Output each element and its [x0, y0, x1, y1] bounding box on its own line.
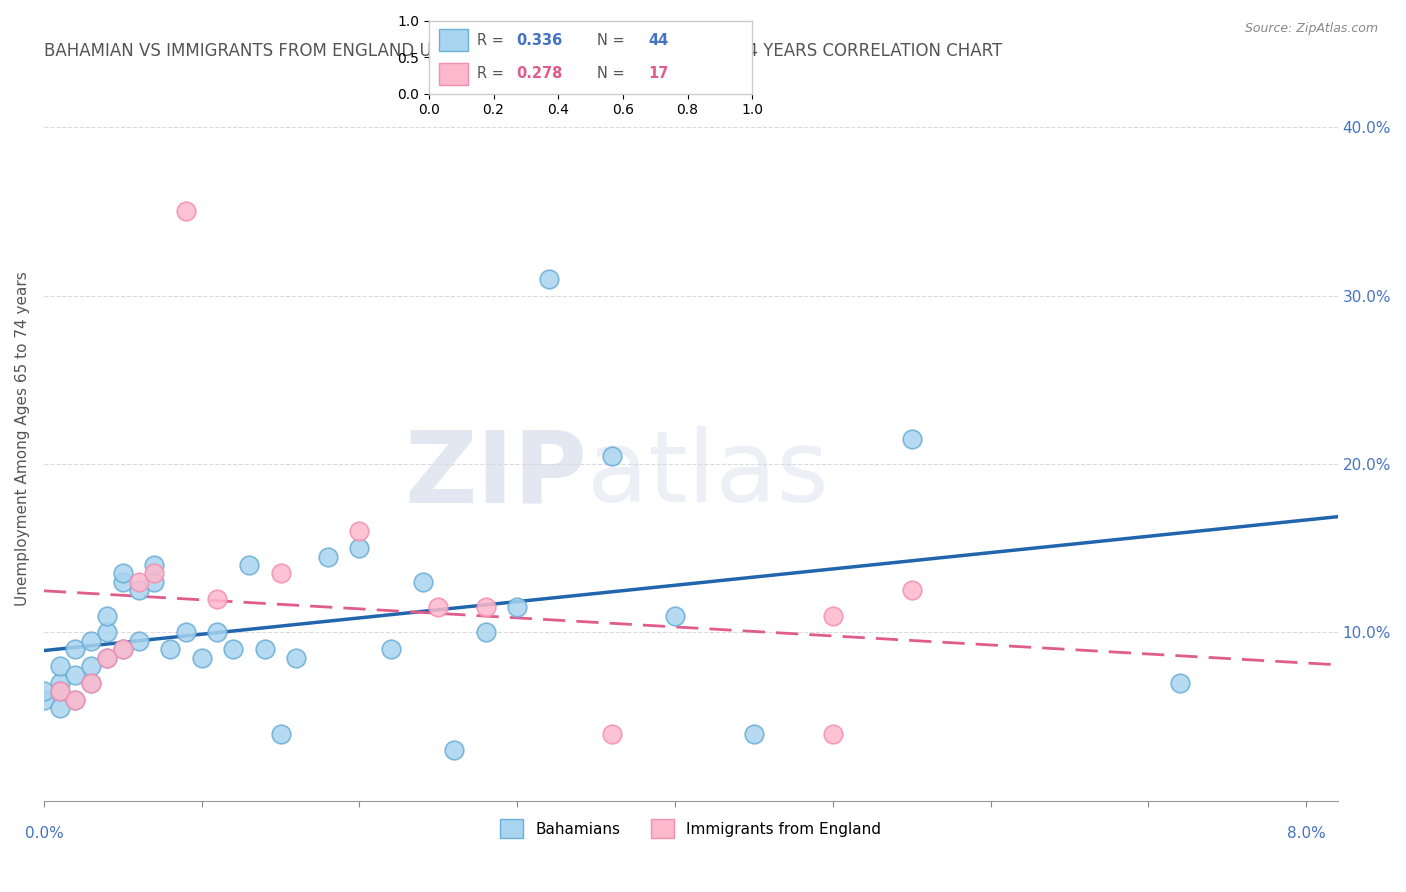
Point — [96, 625, 118, 640]
Point — [65, 667, 87, 681]
Point — [270, 566, 292, 581]
Point — [600, 726, 623, 740]
Point — [80, 676, 103, 690]
Point — [900, 432, 922, 446]
Point — [80, 676, 103, 690]
Bar — [439, 29, 468, 51]
Point — [207, 591, 229, 606]
Text: Source: ZipAtlas.com: Source: ZipAtlas.com — [1244, 22, 1378, 36]
Point — [285, 650, 308, 665]
Point — [143, 566, 166, 581]
Legend: Bahamians, Immigrants from England: Bahamians, Immigrants from England — [495, 814, 887, 844]
Point — [96, 608, 118, 623]
Point — [111, 642, 134, 657]
Text: 0.278: 0.278 — [516, 66, 562, 81]
Point — [48, 701, 70, 715]
Text: N =: N = — [598, 66, 630, 81]
Point — [821, 608, 844, 623]
Point — [253, 642, 276, 657]
Point — [190, 650, 212, 665]
Point — [821, 726, 844, 740]
Point — [349, 524, 371, 539]
Point — [128, 583, 150, 598]
Point — [174, 204, 197, 219]
Text: 8.0%: 8.0% — [1286, 826, 1326, 841]
Point — [96, 650, 118, 665]
Point — [664, 608, 686, 623]
Point — [380, 642, 402, 657]
Point — [238, 558, 260, 572]
Point — [96, 650, 118, 665]
Text: R =: R = — [478, 66, 509, 81]
Point — [48, 676, 70, 690]
Text: 44: 44 — [648, 33, 669, 48]
Text: R =: R = — [478, 33, 509, 48]
Point — [80, 659, 103, 673]
Text: 17: 17 — [648, 66, 669, 81]
Point — [412, 574, 434, 589]
Bar — [439, 63, 468, 85]
Text: 0.0%: 0.0% — [24, 826, 63, 841]
Point — [537, 271, 560, 285]
Text: atlas: atlas — [588, 426, 830, 524]
Point — [474, 600, 496, 615]
Text: 0.336: 0.336 — [516, 33, 562, 48]
Point — [80, 633, 103, 648]
Text: N =: N = — [598, 33, 630, 48]
Point — [349, 541, 371, 556]
Point — [128, 633, 150, 648]
Point — [900, 583, 922, 598]
Point — [111, 642, 134, 657]
Point — [600, 449, 623, 463]
Point — [316, 549, 339, 564]
Point — [48, 659, 70, 673]
Point — [443, 743, 465, 757]
Point — [143, 558, 166, 572]
Text: BAHAMIAN VS IMMIGRANTS FROM ENGLAND UNEMPLOYMENT AMONG AGES 65 TO 74 YEARS CORRE: BAHAMIAN VS IMMIGRANTS FROM ENGLAND UNEM… — [44, 42, 1002, 60]
Point — [159, 642, 181, 657]
Point — [32, 684, 55, 698]
Point — [207, 625, 229, 640]
Point — [270, 726, 292, 740]
Point — [143, 574, 166, 589]
Text: ZIP: ZIP — [405, 426, 588, 524]
Point — [222, 642, 245, 657]
Point — [65, 693, 87, 707]
Point — [48, 684, 70, 698]
Point — [111, 566, 134, 581]
Point — [128, 574, 150, 589]
Point — [65, 693, 87, 707]
Point — [32, 693, 55, 707]
Point — [474, 625, 496, 640]
Point — [111, 574, 134, 589]
Point — [427, 600, 450, 615]
Point — [48, 684, 70, 698]
Point — [174, 625, 197, 640]
Point — [506, 600, 529, 615]
Point — [65, 642, 87, 657]
Point — [742, 726, 765, 740]
Y-axis label: Unemployment Among Ages 65 to 74 years: Unemployment Among Ages 65 to 74 years — [15, 271, 30, 606]
Point — [1168, 676, 1191, 690]
